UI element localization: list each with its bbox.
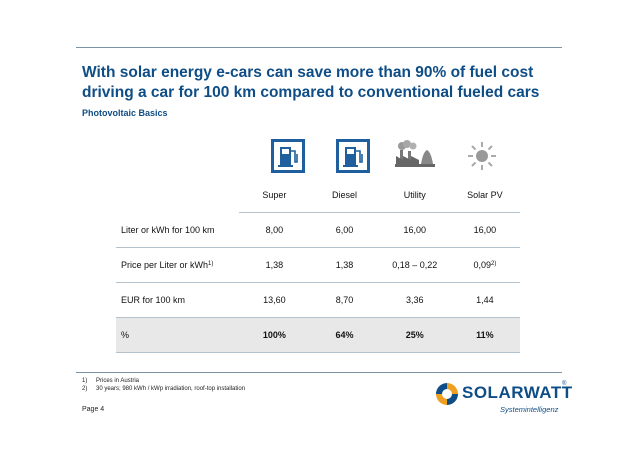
bottom-divider [76, 372, 562, 373]
brand-name-part2: WATT [523, 383, 573, 402]
row-label: Liter or kWh for 100 km [116, 212, 240, 248]
footnote-number: 1) [82, 378, 88, 384]
row-label: Price per Liter or kWh1) [116, 247, 240, 283]
table-cell: 0,092) [449, 247, 520, 283]
table-row: EUR for 100 km 13,60 8,70 3,36 1,44 [116, 282, 520, 318]
slide-subtitle: Photovoltaic Basics [82, 108, 168, 118]
table-cell: 100% [239, 317, 310, 353]
row-label: % [116, 317, 240, 353]
column-header-super: Super [239, 178, 310, 213]
table-row-highlight: % 100% 64% 25% 11% [116, 317, 520, 353]
footnote: 2) 30 years; 980 kWh / kWp irradiation, r… [82, 386, 245, 392]
table-cell: 1,44 [449, 282, 520, 318]
page-number: Page 4 [82, 406, 105, 413]
footnote-marker: 2) [491, 261, 497, 267]
table-cell: 3,36 [379, 282, 450, 318]
slide-title: With solar energy e-cars can save more t… [82, 63, 602, 103]
table-cell: 11% [449, 317, 520, 353]
fuel-pump-icon [336, 139, 370, 173]
table-cell: 0,18 – 0,22 [379, 247, 450, 283]
footnote-text: Prices in Austria [96, 378, 140, 384]
table-cell: 8,70 [309, 282, 380, 318]
table-cell: 13,60 [239, 282, 310, 318]
brand-name-part1: SOLAR [462, 383, 524, 402]
footnote: 1) Prices in Austria [82, 378, 139, 384]
table-row: Price per Liter or kWh1) 1,38 1,38 0,18 … [116, 247, 520, 283]
footnote-marker: 1) [208, 261, 214, 267]
table-cell: 6,00 [309, 212, 380, 248]
column-header-solar-pv: Solar PV [449, 178, 520, 213]
table-cell: 1,38 [239, 247, 310, 283]
power-plant-icon [395, 140, 435, 167]
brand-tagline: Systemintelligenz [500, 405, 559, 414]
table-row: Liter or kWh for 100 km 8,00 6,00 16,00 … [116, 212, 520, 248]
fuel-pump-icon [271, 139, 305, 173]
row-label: EUR for 100 km [116, 282, 240, 318]
sun-icon [468, 142, 496, 170]
table-cell: 25% [379, 317, 450, 353]
footnote-text: 30 years; 980 kWh / kWp irradiation, roo… [96, 386, 246, 392]
table-cell: 16,00 [379, 212, 450, 248]
footnote-number: 2) [82, 386, 88, 392]
top-divider [76, 47, 562, 48]
cell-value: 0,09 [473, 260, 491, 270]
fuel-cost-comparison-table: Super Diesel Utility Solar PV Liter or k… [116, 178, 520, 353]
solarwatt-logo-icon [436, 383, 458, 405]
row-label-text: Price per Liter or kWh [121, 260, 209, 270]
table-cell: 64% [309, 317, 380, 353]
column-header-diesel: Diesel [309, 178, 380, 213]
brand-name: SOLARWATT [462, 383, 573, 403]
table-cell: 8,00 [239, 212, 310, 248]
table-cell: 16,00 [449, 212, 520, 248]
column-header-utility: Utility [379, 178, 450, 213]
header-empty-cell [116, 178, 239, 213]
table-header-row: Super Diesel Utility Solar PV [116, 178, 520, 213]
title-line-1: With solar energy e-cars can save more t… [82, 64, 534, 81]
title-line-2: driving a car for 100 km compared to con… [82, 84, 540, 101]
table-cell: 1,38 [309, 247, 380, 283]
registered-mark: ® [562, 381, 567, 387]
